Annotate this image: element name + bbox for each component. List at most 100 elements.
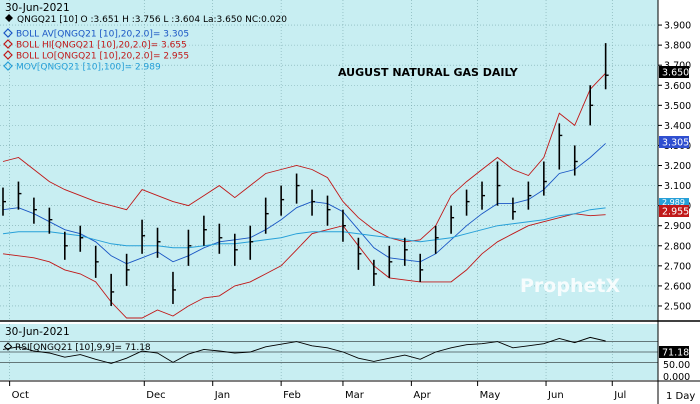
interval-label: 1 Day	[666, 391, 695, 402]
price-bar	[481, 181, 486, 210]
boll-avg-tag: 3.305	[659, 136, 689, 149]
ytick-label: 3.500	[664, 101, 691, 112]
rsi-diamond-icon	[3, 342, 13, 351]
xtick-label: Dec	[146, 390, 165, 401]
price-series	[2, 43, 609, 319]
price-bar	[233, 233, 238, 266]
price-bar	[573, 145, 578, 176]
xtick-label: Mar	[345, 390, 365, 401]
last-price-tag: 3.650	[659, 66, 689, 79]
price-bar	[218, 223, 223, 254]
price-bar	[403, 237, 408, 266]
legend-entry: BOLL AV[QNGQ21 [10],20,2.0]= 3.305	[16, 30, 189, 40]
price-bar	[589, 85, 594, 126]
legend-diamond-icon	[3, 61, 13, 71]
price-bar	[496, 161, 501, 206]
boll-lo-tag: 2.955	[659, 205, 689, 218]
price-bar	[357, 237, 362, 270]
rsi-label: RSI[QNGQ21 [10],9,9]= 71.18	[15, 343, 151, 353]
price-bar	[141, 219, 146, 254]
ytick-label: 3.200	[664, 161, 691, 172]
ytick-label: 3.100	[664, 181, 691, 192]
ytick-label: 2.700	[664, 261, 691, 272]
price-bar	[249, 225, 254, 260]
ytick-label: 3.400	[664, 121, 691, 132]
price-bar	[342, 209, 346, 242]
ytick-label: 3.800	[664, 41, 691, 52]
ytick-label: 2.500	[664, 301, 691, 312]
ytick-label: 3.600	[664, 81, 691, 92]
mov-line	[2, 207, 606, 249]
price-bar	[465, 189, 470, 216]
price-bar	[434, 225, 439, 254]
legend-diamond-icon	[3, 28, 13, 38]
rsi-series	[2, 336, 606, 364]
price-bar	[388, 245, 393, 278]
mov-tag: 2.989	[659, 198, 689, 207]
watermark-logo: ProphetX	[520, 275, 620, 297]
price-axis-panel	[658, 0, 700, 380]
price-bar	[203, 215, 207, 246]
price-bar	[156, 227, 161, 258]
price-bar	[79, 225, 84, 252]
price-bar	[17, 181, 22, 210]
price-bar	[450, 205, 455, 234]
ytick-label: 3.900	[664, 21, 691, 32]
legend-entry: BOLL LO[QNGQ21 [10],20,2.0]= 2.955	[16, 52, 189, 62]
price-bar	[512, 197, 516, 220]
price-bar	[2, 187, 6, 216]
price-bar	[33, 197, 37, 224]
chart-title: AUGUST NATURAL GAS DAILY	[338, 66, 519, 79]
legend-entry: BOLL HI[QNGQ21 [10],20,2.0]= 3.655	[16, 41, 187, 51]
month-axis: Oct Dec Jan Feb Mar Apr May Jun Jul	[9, 381, 626, 401]
price-bar	[543, 161, 547, 196]
rsi-tick-50: 50.00	[663, 360, 690, 371]
xtick-label: Oct	[12, 390, 29, 401]
boll-lo-line	[2, 213, 606, 319]
quote-diamond-icon	[5, 14, 13, 22]
rsi-tick-0: 0.000	[663, 372, 690, 383]
rsi-date: 30-Jun-2021	[5, 326, 70, 338]
xtick-label: Feb	[283, 390, 301, 401]
ytick-label: 2.900	[664, 221, 691, 232]
price-bar	[64, 231, 68, 260]
header-date: 30-Jun-2021	[5, 2, 70, 14]
boll-avg-line	[2, 143, 606, 265]
price-plot-area	[0, 0, 658, 320]
xtick-label: Jan	[214, 390, 230, 401]
price-bar	[94, 245, 99, 278]
xtick-label: Jun	[547, 390, 564, 401]
price-bar	[48, 207, 53, 234]
price-bar	[558, 123, 563, 170]
xtick-label: Apr	[413, 390, 431, 401]
svg-text:3.305: 3.305	[662, 138, 689, 149]
price-bar	[125, 253, 130, 286]
rsi-line	[2, 336, 606, 364]
price-bar	[373, 259, 377, 286]
svg-text:2.955: 2.955	[662, 207, 689, 218]
rsi-value-tag: 71.18	[659, 346, 689, 359]
price-bar	[172, 271, 176, 304]
legend-diamond-icon	[3, 50, 13, 60]
price-bar	[110, 273, 115, 306]
svg-text:3.650: 3.650	[662, 68, 689, 79]
ytick-label: 2.600	[664, 281, 691, 292]
price-bar	[311, 189, 316, 216]
xtick-label: May	[480, 390, 501, 401]
xtick-label: Jul	[613, 390, 626, 401]
price-bar	[187, 229, 192, 266]
price-bar	[419, 253, 424, 282]
ytick-label: 2.800	[664, 241, 691, 252]
price-bar	[280, 185, 285, 216]
boll-hi-line	[2, 72, 606, 243]
price-bar	[295, 173, 300, 204]
svg-text:71.18: 71.18	[662, 348, 689, 359]
legend-entry: MOV[QNGQ21 [10],100]= 2.989	[16, 63, 161, 73]
legend-diamond-icon	[3, 39, 13, 49]
quote-line: QNGQ21 [10] O :3.651 H :3.756 L :3.604 L…	[17, 15, 287, 25]
price-bar	[604, 43, 609, 90]
price-bar	[527, 181, 532, 210]
rsi-grid-lines	[0, 341, 658, 363]
